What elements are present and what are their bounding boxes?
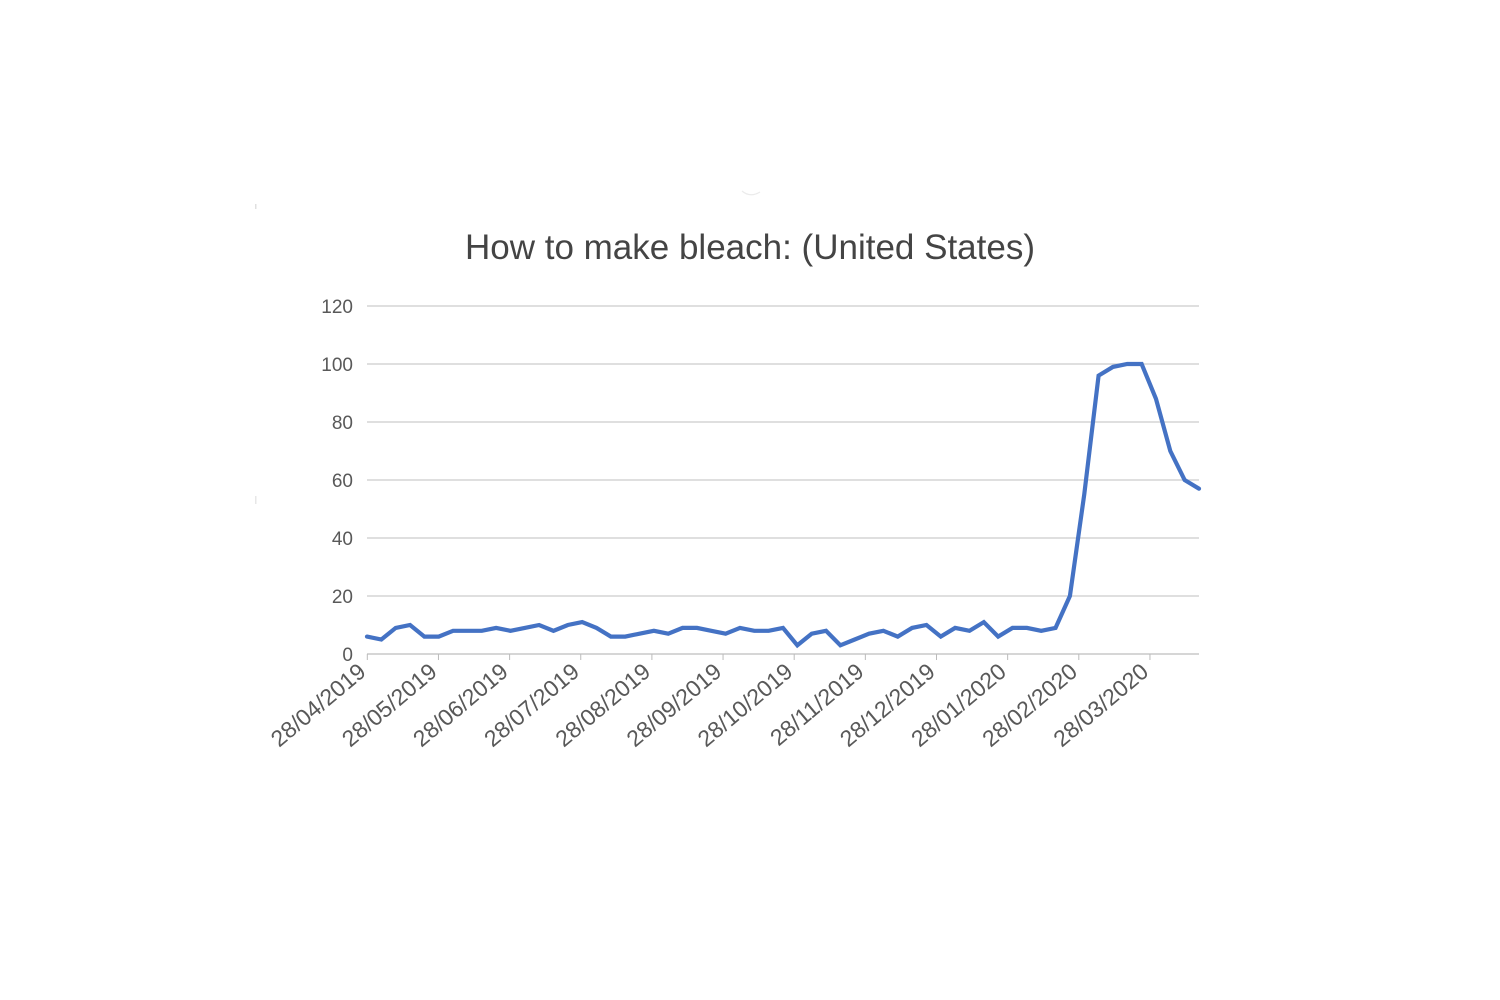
svg-text:20: 20	[332, 587, 353, 608]
svg-text:120: 120	[321, 297, 353, 318]
svg-text:0: 0	[342, 645, 353, 666]
svg-text:80: 80	[332, 413, 353, 434]
svg-text:60: 60	[332, 471, 353, 492]
svg-text:100: 100	[321, 355, 353, 376]
svg-text:40: 40	[332, 529, 353, 550]
